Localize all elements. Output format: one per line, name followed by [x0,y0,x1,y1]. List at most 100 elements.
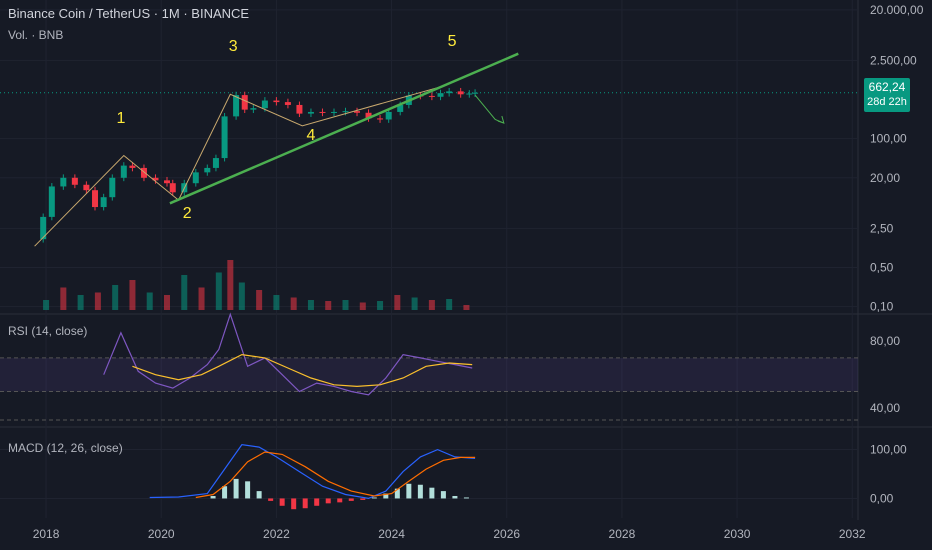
x-tick-label: 2028 [609,527,636,541]
macd-histogram-bar [302,498,308,509]
volume-bar [463,305,470,310]
x-tick-label: 2018 [33,527,60,541]
candle-body [140,167,147,178]
candle-countdown: 28d 22h [867,96,907,108]
macd-histogram-bar [268,498,274,501]
macd-histogram-bar [463,497,469,499]
arrow-head [497,115,505,124]
x-tick-label: 2026 [493,527,520,541]
rsi-line [103,312,473,396]
rsi-ma-line [132,353,473,388]
y-tick-label: 20.000,00 [870,3,924,17]
volume-bar [215,272,222,310]
macd-histogram-bar [256,491,262,499]
candle-body [307,111,314,114]
candle-body [437,93,444,97]
rsi-tick-label: 40,00 [870,401,900,415]
candle-body [60,177,67,187]
candle-body [319,111,326,113]
macd-histogram-bar [210,496,216,499]
candle-body [466,93,473,95]
volume-bar [256,290,263,310]
macd-signal-line [195,451,476,499]
volume-bar [238,282,245,310]
candle-body [169,183,176,193]
candle-body [163,180,170,184]
x-tick-label: 2024 [378,527,405,541]
macd-histogram-bar [360,498,366,500]
volume-bar [43,300,50,310]
y-tick-label: 20,00 [870,171,900,185]
candle-body [354,111,361,113]
macd-histogram-bar [440,491,446,499]
macd-histogram-bar [337,498,343,503]
macd-histogram-bar [233,478,239,499]
macd-histogram-bar [245,481,251,499]
macd-histogram-bar [417,484,423,499]
candle-body [120,165,127,178]
macd-tick-label: 100,00 [870,443,907,457]
macd-tick-label: 0,00 [870,491,894,505]
macd-histogram-bar [406,483,412,499]
volume-bar [94,292,101,310]
last-price: 662,24 [868,80,906,94]
wave-label: 3 [229,38,238,55]
candle-body [342,111,349,113]
macd-histogram-bar [325,498,331,504]
volume-bar [325,301,332,310]
rsi-label: RSI (14, close) [8,324,88,338]
candle-body [250,108,257,110]
volume-bar [77,295,84,310]
y-tick-label: 0,10 [870,300,894,314]
candle-body [221,116,228,159]
candle-body [241,95,248,110]
candle-body [472,92,479,94]
volume-bar [181,275,188,310]
macd-histogram-bar [452,496,458,499]
volume-bar [307,300,314,310]
candle-body [212,158,219,168]
y-tick-label: 0,50 [870,260,894,274]
candle-body [365,112,372,119]
volume-bar [163,295,170,310]
y-tick-label: 100,00 [870,132,907,146]
volume-bar [394,295,401,310]
candle-body [204,167,211,173]
macd-histogram-bar [348,498,354,501]
wave-label: 1 [116,110,125,127]
candle-body [457,91,464,95]
candle-body [129,165,136,168]
x-tick-label: 2030 [724,527,751,541]
candle-body [48,186,55,217]
volume-bar [227,260,234,310]
y-tick-label: 2.500,00 [870,53,917,67]
rsi-band [0,357,858,392]
macd-label: MACD (12, 26, close) [8,441,123,455]
x-tick-label: 2022 [263,527,290,541]
volume-bar [60,287,67,310]
macd-histogram-bar [314,498,320,506]
candle-body [296,104,303,114]
elliott-wave-path [34,84,447,247]
last-price-tag: 662,24 28d 22h [864,78,910,112]
volume-bar [129,280,136,310]
candle-body [385,111,392,120]
y-tick-label: 2,50 [870,221,894,235]
candle-body [397,104,404,112]
wave-label: 5 [448,33,457,50]
x-tick-label: 2032 [839,527,866,541]
candle-body [446,91,453,94]
symbol-title: Binance Coin / TetherUS · 1M · BINANCE [8,6,250,21]
volume-bar [290,297,297,310]
rsi-tick-label: 80,00 [870,334,900,348]
volume-bar [428,300,435,310]
candle-body [100,197,107,208]
candle-body [377,118,384,120]
macd-histogram-bar [383,493,389,499]
volume-bar [411,297,418,310]
candle-body [284,102,291,105]
candle-body [273,100,280,103]
candle-body [40,216,47,240]
